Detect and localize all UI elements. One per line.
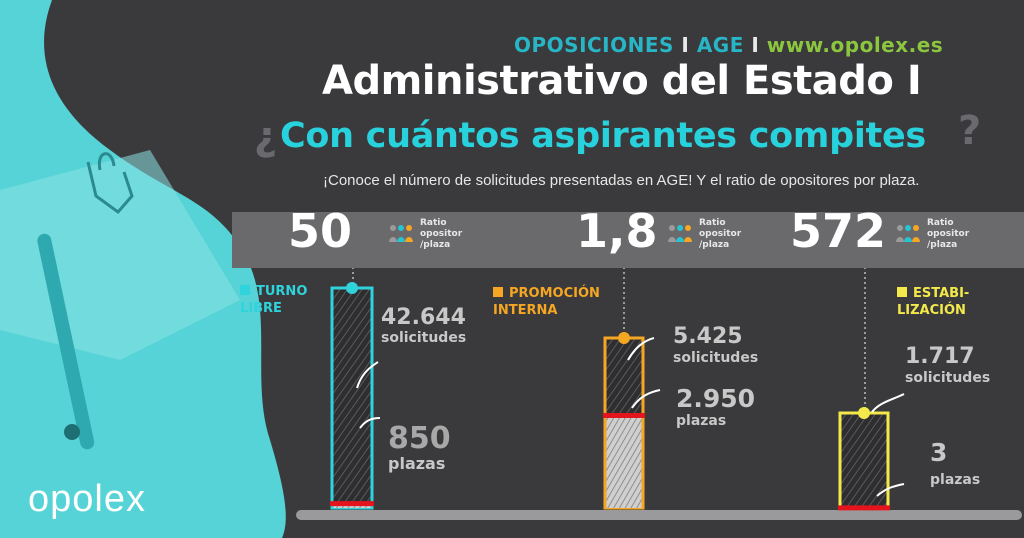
header-tagline: OPOSICIONES I AGE I www.opolex.es bbox=[514, 33, 943, 57]
arrow-icon bbox=[359, 417, 381, 429]
arrow-icon bbox=[627, 337, 655, 361]
bar-solicitudes bbox=[838, 411, 890, 510]
binder-clip-icon bbox=[86, 152, 134, 215]
category-square-icon bbox=[493, 287, 503, 297]
solicitudes-label: solicitudes bbox=[381, 330, 467, 346]
question-title: Con cuántos aspirantes compites bbox=[280, 116, 926, 156]
plazas-value: 850 bbox=[388, 421, 451, 456]
ratio-label: Ratio opositor /plaza bbox=[699, 218, 742, 250]
tag-separator: I bbox=[681, 33, 690, 57]
bar-top-dot bbox=[618, 332, 630, 344]
chart-baseline bbox=[296, 510, 1022, 520]
plazas-label: plazas bbox=[930, 472, 981, 488]
category-label-estabilizacion: ESTABI- LIZACIÓN bbox=[897, 285, 969, 319]
ratio-value: 572 bbox=[790, 204, 887, 258]
arrow-icon bbox=[356, 361, 379, 389]
category-text: TURNO LIBRE bbox=[240, 284, 308, 316]
chart-marks bbox=[330, 262, 905, 511]
ratio-label: Ratio opositor /plaza bbox=[927, 218, 970, 250]
ratio-value: 1,8 bbox=[576, 204, 658, 258]
solicitudes-value: 5.425 bbox=[673, 324, 743, 349]
category-text: ESTABI- LIZACIÓN bbox=[897, 286, 970, 318]
category-square-icon bbox=[240, 285, 250, 295]
solicitudes-label: solicitudes bbox=[673, 350, 759, 366]
tag-age: AGE bbox=[696, 33, 744, 57]
page-subtitle: ¡Conoce el número de solicitudes present… bbox=[323, 172, 920, 189]
plazas-value: 2.950 bbox=[676, 384, 756, 413]
people-icon bbox=[389, 225, 413, 242]
page-title: Administrativo del Estado I bbox=[322, 58, 922, 104]
category-label-promocion-interna: PROMOCIÓN INTERNA bbox=[493, 285, 600, 319]
category-text: PROMOCIÓN INTERNA bbox=[493, 286, 600, 318]
tag-oposiciones: OPOSICIONES bbox=[514, 33, 674, 57]
ratio-label: Ratio opositor /plaza bbox=[420, 218, 463, 250]
ratio-value: 50 bbox=[288, 204, 353, 258]
arrow-icon bbox=[871, 393, 905, 413]
pen-icon bbox=[37, 233, 95, 450]
tag-separator: I bbox=[751, 33, 760, 57]
solicitudes-value: 1.717 bbox=[905, 344, 975, 369]
people-icon bbox=[668, 225, 692, 242]
question-close-mark: ? bbox=[958, 108, 982, 154]
opolex-logo: opolex bbox=[28, 478, 146, 520]
category-square-icon bbox=[897, 287, 907, 297]
plazas-value: 3 bbox=[930, 438, 948, 467]
category-label-turno-libre: TURNO LIBRE bbox=[240, 283, 307, 317]
plazas-label: plazas bbox=[388, 454, 446, 473]
solicitudes-label: solicitudes bbox=[905, 370, 991, 386]
arrow-icon bbox=[876, 483, 905, 497]
plazas-label: plazas bbox=[676, 413, 727, 429]
people-icon bbox=[896, 225, 920, 242]
arrow-icon bbox=[631, 389, 661, 409]
bar-solicitudes bbox=[330, 286, 374, 510]
solicitudes-value: 42.644 bbox=[381, 305, 466, 330]
bar-top-dot bbox=[346, 282, 358, 294]
bar-top-dot bbox=[858, 407, 870, 419]
website-link[interactable]: www.opolex.es bbox=[766, 33, 944, 57]
bar-plazas bbox=[606, 415, 642, 508]
ratio-band bbox=[232, 212, 1024, 268]
question-open-mark: ? bbox=[254, 118, 278, 164]
